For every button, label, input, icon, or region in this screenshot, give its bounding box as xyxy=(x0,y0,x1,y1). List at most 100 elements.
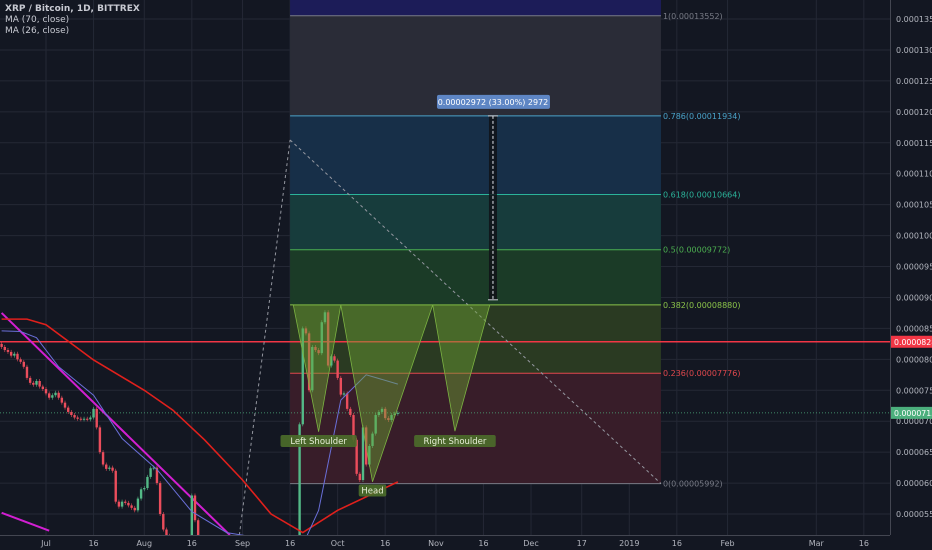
last-price-badge-bg xyxy=(891,406,932,419)
fib-band xyxy=(290,373,661,484)
candle-up xyxy=(120,501,124,507)
ma26-line xyxy=(1,330,399,535)
time-axis[interactable]: Jul 16 Aug 16 Sep 16 Oct 16 Nov 16 Dec 17 2019 16 Feb M… xyxy=(0,535,890,549)
candle-down xyxy=(44,389,48,394)
price-tick-label: 0.00012500 xyxy=(896,77,932,86)
candle-down xyxy=(101,452,105,465)
fib-band-above xyxy=(290,0,661,16)
candle-up xyxy=(136,498,140,511)
candle-down xyxy=(63,402,67,408)
time-tick-label: Nov xyxy=(428,539,444,548)
time-tick-label: 2019 xyxy=(619,539,639,548)
fib-level-label: 0.5(0.00009772) xyxy=(663,246,730,255)
measure-label-bg xyxy=(436,94,550,109)
time-tick-label: 16 xyxy=(672,539,682,548)
price-tick-label: 0.00009500 xyxy=(896,263,932,272)
price-range-measure[interactable]: 0.00002972 (33.00%) 2972 xyxy=(436,94,550,301)
candle-down xyxy=(133,507,136,511)
candle-down xyxy=(339,377,343,395)
time-tick-label: Oct xyxy=(331,539,345,548)
price-tick-label: 0.00011000 xyxy=(896,170,932,179)
candle-down xyxy=(114,470,117,502)
candle-down xyxy=(105,464,108,469)
candle-down xyxy=(127,502,130,506)
candle-up xyxy=(89,417,92,420)
candle-down xyxy=(383,408,387,419)
candle-up xyxy=(178,544,180,545)
candle-down xyxy=(28,377,32,383)
candle-down xyxy=(181,544,183,545)
candle-down xyxy=(79,418,83,420)
price-tick-label: 0.00005500 xyxy=(896,510,932,519)
time-tick-label: Aug xyxy=(136,539,152,548)
price-tick-label: 0.00007000 xyxy=(896,417,932,426)
candle-down xyxy=(0,343,3,347)
candle-down xyxy=(307,333,311,391)
candle-down xyxy=(76,417,79,419)
candle-down xyxy=(124,501,127,503)
fib-band xyxy=(290,115,661,195)
price-tick-label: 0.00007500 xyxy=(896,386,932,395)
candle-down xyxy=(38,380,41,387)
candle-down xyxy=(6,350,10,352)
time-tick-label: Sep xyxy=(235,539,250,548)
candle-up xyxy=(323,312,327,323)
pattern-label: Right Shoulder xyxy=(423,437,486,447)
time-tick-label: 16 xyxy=(859,539,869,548)
symbol-title[interactable]: XRP / Bitcoin, 1D, BITTREX xyxy=(5,4,140,14)
time-tick-label: 16 xyxy=(380,539,390,548)
price-tick-label: 0.00012000 xyxy=(896,108,932,117)
candle-down xyxy=(70,411,73,416)
candle-down xyxy=(130,505,133,508)
candle-down xyxy=(57,392,60,398)
candle-down xyxy=(314,346,317,351)
candle-down xyxy=(86,418,89,420)
fib-retracement[interactable]: 1(0.00013552) 0.786(0.00011934) 0.618(0.00… xyxy=(290,0,740,489)
candle-down xyxy=(3,346,6,351)
candle-down xyxy=(155,467,159,484)
candle-down xyxy=(19,359,22,362)
candle-down xyxy=(175,544,177,545)
pattern-label-bg xyxy=(414,435,496,448)
time-tick-label: 16 xyxy=(187,539,197,548)
dashed-trend-line[interactable] xyxy=(238,139,291,535)
candle-down xyxy=(22,361,26,367)
dashed-trend-line[interactable] xyxy=(289,139,662,484)
candle-up xyxy=(311,346,314,391)
measure-label: 0.00002972 (33.00%) 2972 xyxy=(438,98,549,107)
candle-down xyxy=(32,382,35,385)
candle-down xyxy=(172,544,174,545)
resistance-price-badge-bg xyxy=(891,335,932,348)
candle-down xyxy=(47,393,51,398)
fib-band xyxy=(290,304,661,374)
fib-level-label: 0.786(0.00011934) xyxy=(663,112,741,121)
candle-down xyxy=(168,536,170,545)
candle-down xyxy=(355,439,358,474)
candle-down xyxy=(41,386,45,390)
price-tick-label: 0.00006500 xyxy=(896,448,932,457)
fib-level-label: 0(0.00005992) xyxy=(663,480,723,489)
candle-up xyxy=(143,488,146,490)
indicator-ma26[interactable]: MA (26, close) xyxy=(5,26,70,36)
fib-level-label: 0.382(0.00008880) xyxy=(663,301,741,310)
candle-up xyxy=(396,412,400,414)
indicator-ma70[interactable]: MA (70, close) xyxy=(5,15,70,25)
candle-up xyxy=(377,411,381,416)
time-tick-label: Feb xyxy=(720,539,734,548)
candle-up xyxy=(371,433,374,446)
trend-line[interactable] xyxy=(1,511,50,532)
price-tick-label: 0.00013000 xyxy=(896,46,932,55)
head-and-shoulders-pattern[interactable]: Left Shoulder Head Right Shoulder xyxy=(280,304,496,497)
pattern-shape[interactable] xyxy=(292,304,491,482)
time-tick-label: 17 xyxy=(577,539,587,548)
candle-down xyxy=(95,408,98,428)
price-axis[interactable]: 0.00013500 0.00013000 0.00012500 0.00012000… xyxy=(890,0,932,535)
time-tick-label: 16 xyxy=(88,539,98,548)
candle-down xyxy=(196,520,200,535)
last-price-badge: 0.00007135 xyxy=(894,409,932,418)
candle-up xyxy=(390,415,393,420)
candle-down xyxy=(358,473,362,481)
candle-down xyxy=(111,467,114,471)
candle-down xyxy=(98,427,102,453)
